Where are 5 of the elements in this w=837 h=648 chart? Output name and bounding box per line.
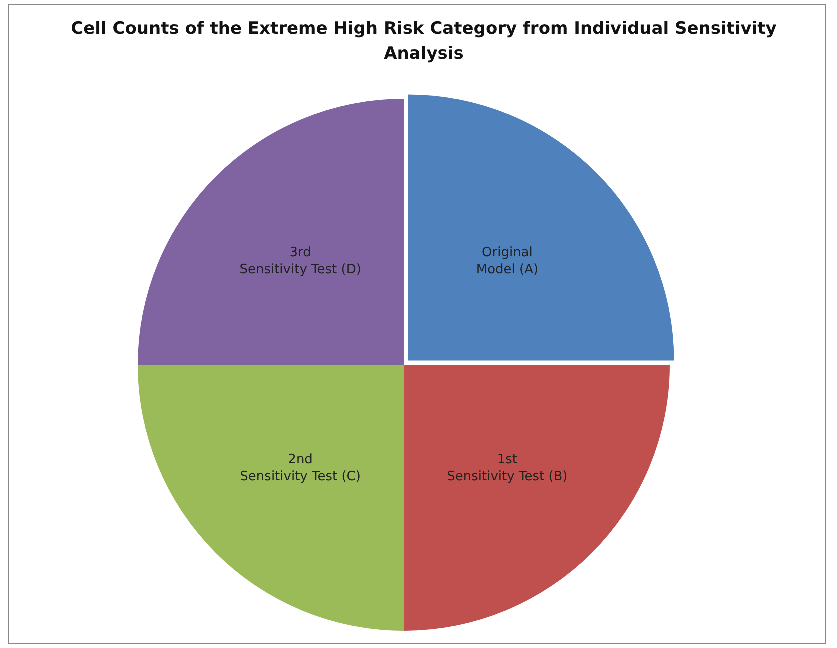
chart-title: Cell Counts of the Extreme High Risk Category from Individual Sensitivity Analysis xyxy=(70,18,778,66)
slice-label: Original Model (A) xyxy=(476,245,539,278)
slice-label: 3rd Sensitivity Test (D) xyxy=(240,245,362,278)
slice-label: 1st Sensitivity Test (B) xyxy=(447,452,568,484)
slice-label: 2nd Sensitivity Test (C) xyxy=(240,452,361,484)
